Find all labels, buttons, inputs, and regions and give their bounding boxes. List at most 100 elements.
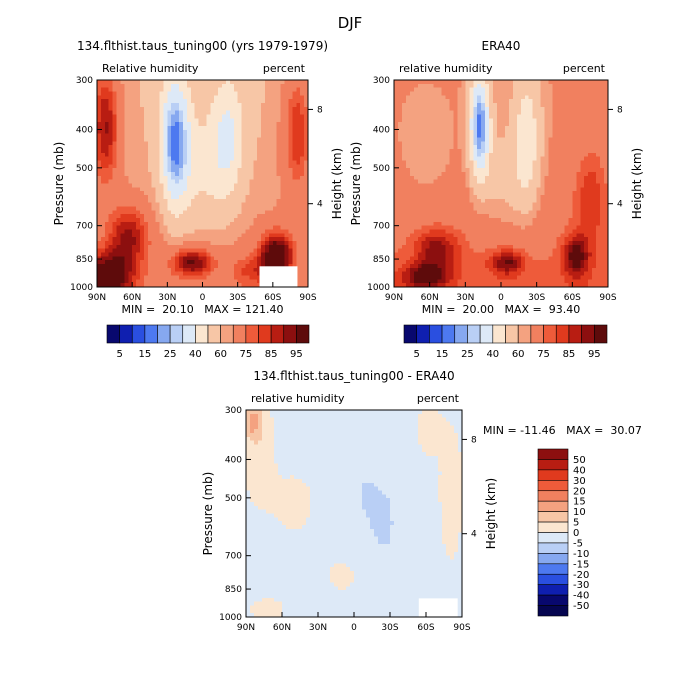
field-cell xyxy=(300,237,305,242)
field-cell xyxy=(268,206,274,211)
field-cell xyxy=(167,256,172,261)
field-cell xyxy=(97,225,102,231)
field-cell xyxy=(469,168,474,173)
field-cell xyxy=(441,118,447,123)
field-cell xyxy=(139,122,145,127)
field-cell xyxy=(284,179,290,185)
field-cell xyxy=(116,91,122,96)
field-cell xyxy=(112,267,118,273)
field-cell xyxy=(560,99,565,104)
field-cell xyxy=(516,99,522,104)
field-cell xyxy=(568,103,573,108)
field-cell xyxy=(584,214,589,219)
field-cell xyxy=(257,160,262,165)
field-cell xyxy=(437,87,443,93)
field-cell xyxy=(564,175,569,181)
field-cell xyxy=(473,191,478,196)
field-cell xyxy=(485,206,490,211)
field-cell xyxy=(104,103,110,108)
field-cell xyxy=(194,91,200,96)
field-cell xyxy=(210,175,215,181)
field-cell xyxy=(576,210,581,215)
field-cell xyxy=(179,110,184,116)
field-cell xyxy=(572,110,577,116)
field-cell xyxy=(155,83,161,89)
field-cell xyxy=(194,264,200,269)
field-cell xyxy=(532,175,538,181)
field-cell xyxy=(179,252,184,257)
field-cell xyxy=(520,160,526,165)
field-cell xyxy=(453,106,458,112)
field-cell xyxy=(437,206,443,211)
field-cell xyxy=(182,95,188,100)
field-cell xyxy=(516,195,522,200)
field-cell xyxy=(214,126,219,131)
field-cell xyxy=(128,229,133,234)
field-cell xyxy=(249,106,254,112)
field-cell xyxy=(536,83,542,89)
field-cell xyxy=(493,149,498,154)
field-cell xyxy=(284,160,290,165)
field-cell xyxy=(124,118,129,123)
field-cell xyxy=(512,218,518,223)
field-cell xyxy=(186,91,192,96)
field-cell xyxy=(604,206,609,211)
field-cell xyxy=(580,206,585,211)
field-cell xyxy=(445,118,451,123)
field-cell xyxy=(397,87,403,93)
field-cell xyxy=(469,210,474,215)
field-cell xyxy=(128,198,133,204)
field-cell xyxy=(97,206,102,211)
field-cell xyxy=(167,264,172,269)
field-cell xyxy=(556,202,562,208)
field-cell xyxy=(233,83,239,89)
field-cell xyxy=(97,267,102,273)
field-cell xyxy=(288,206,293,211)
field-cell xyxy=(473,126,478,131)
field-cell xyxy=(300,206,305,211)
field-cell xyxy=(572,145,577,150)
field-cell xyxy=(159,283,165,288)
field-cell xyxy=(155,156,161,162)
field-cell xyxy=(276,83,282,89)
field-cell xyxy=(210,279,215,284)
field-cell xyxy=(449,118,455,123)
field-cell xyxy=(417,179,423,185)
field-cell xyxy=(280,241,286,246)
field-cell xyxy=(186,103,192,108)
field-cell xyxy=(198,145,204,150)
field-cell xyxy=(108,122,114,127)
field-cell xyxy=(600,152,605,158)
field-cell xyxy=(405,210,411,215)
field-cell xyxy=(194,198,200,204)
field-cell xyxy=(237,168,243,173)
field-cell xyxy=(182,221,188,227)
field-cell xyxy=(524,191,530,196)
field-cell xyxy=(245,160,250,165)
field-cell xyxy=(536,183,542,188)
field-cell xyxy=(163,237,168,242)
field-cell xyxy=(179,218,184,223)
field-cell xyxy=(429,191,435,196)
field-cell xyxy=(584,164,589,169)
field-cell xyxy=(304,275,309,280)
field-cell xyxy=(261,110,266,116)
field-cell xyxy=(524,137,530,142)
field-cell xyxy=(441,206,447,211)
field-cell xyxy=(171,256,176,261)
field-cell xyxy=(552,95,558,100)
field-cell xyxy=(268,237,274,242)
field-cell xyxy=(552,145,558,150)
field-cell xyxy=(532,118,538,123)
field-cell xyxy=(175,267,180,273)
field-cell xyxy=(588,114,593,119)
field-cell xyxy=(241,149,247,154)
field-cell xyxy=(112,160,118,165)
field-cell xyxy=(265,103,270,108)
field-cell xyxy=(167,164,172,169)
field-cell xyxy=(425,191,431,196)
field-cell xyxy=(182,141,188,146)
field-cell xyxy=(520,195,526,200)
field-cell xyxy=(300,198,305,204)
field-cell xyxy=(481,221,486,227)
